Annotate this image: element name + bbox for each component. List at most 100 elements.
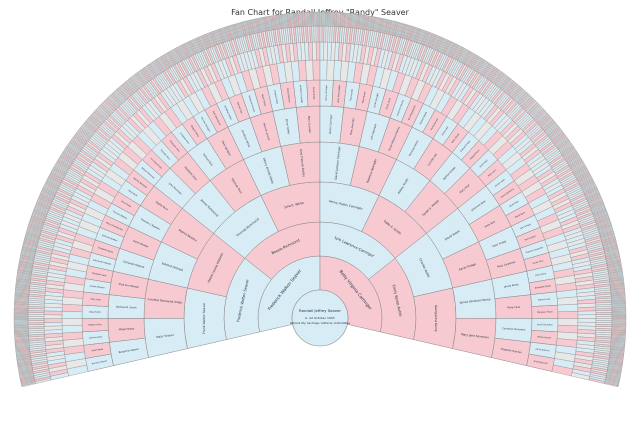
ancestor-segment[interactable] (577, 314, 597, 319)
ancestor-segment[interactable] (326, 59, 335, 81)
ancestor-segment-shape[interactable] (27, 320, 45, 323)
ancestor-segment[interactable]: Frederick Walton Seaver (223, 257, 272, 340)
ancestor-segment[interactable] (317, 25, 321, 43)
ancestor-segment-shape[interactable] (143, 318, 188, 358)
ancestor-segment-shape[interactable] (43, 318, 63, 323)
ancestor-segment-shape[interactable] (312, 41, 317, 61)
ancestor-segment[interactable] (61, 303, 83, 313)
ancestor-segment[interactable]: Mary Jane Sovereen (452, 318, 497, 358)
ancestor-segment[interactable] (323, 41, 328, 61)
ancestor-segment[interactable] (27, 318, 45, 321)
ancestor-segment[interactable] (595, 316, 613, 319)
ancestor-segment[interactable] (557, 318, 579, 326)
ancestor-segment[interactable]: Sarah Smith (306, 79, 321, 107)
ancestor-segment[interactable]: Elizabeth Vaux (169, 152, 211, 195)
ancestor-segment[interactable] (595, 314, 613, 317)
ancestor-segment[interactable]: Betty Virginia Carringer (319, 255, 383, 333)
ancestor-segment[interactable]: Isaac Seaver (143, 318, 188, 358)
ancestor-segment[interactable] (315, 41, 321, 61)
ancestor-segment[interactable]: Robert Cave (530, 291, 558, 307)
ancestor-segment-shape[interactable] (326, 59, 335, 81)
ancestor-segment-shape[interactable] (557, 311, 579, 319)
ancestor-segment[interactable] (27, 320, 45, 323)
ancestor-segment[interactable]: Jesse Smith (81, 304, 109, 319)
ancestor-segment[interactable] (61, 311, 83, 319)
ancestor-segment[interactable]: Jonathan Crandall (293, 80, 309, 108)
ancestor-segment-shape[interactable] (557, 296, 578, 306)
ancestor-segment[interactable] (43, 314, 63, 319)
ancestor-segment[interactable] (557, 325, 579, 334)
ancestor-segment[interactable] (305, 59, 314, 81)
ancestor-segment[interactable] (43, 310, 63, 316)
ancestor-segment-shape[interactable] (319, 25, 323, 43)
ancestor-segment-shape[interactable] (61, 311, 83, 319)
ancestor-segment-shape[interactable] (61, 318, 83, 326)
ancestor-segment[interactable] (577, 306, 597, 312)
ancestor-segment-shape[interactable] (315, 41, 321, 61)
ancestor-segment-shape[interactable] (557, 325, 579, 334)
ancestor-segment[interactable] (43, 325, 63, 331)
ancestor-segment[interactable] (319, 59, 328, 81)
ancestor-segment[interactable]: Abigail Gates (107, 318, 146, 343)
ancestor-segment[interactable]: Georgianna Kemp (413, 287, 457, 349)
ancestor-segment-shape[interactable] (27, 318, 45, 321)
ancestor-segment[interactable] (595, 318, 613, 321)
ancestor-segment-shape[interactable] (595, 314, 613, 317)
ancestor-name: Jacob Sovereen (536, 323, 553, 327)
ancestor-segment-shape[interactable] (61, 303, 83, 313)
ancestor-segment[interactable]: Elizabeth Dutcher (491, 337, 531, 366)
ancestor-segment-shape[interactable] (312, 59, 321, 81)
ancestor-segment[interactable]: Jacob Sovereen (531, 318, 559, 333)
ancestor-segment[interactable]: Frank Walton Seaver (183, 287, 227, 349)
ancestor-segment-shape[interactable] (315, 25, 319, 43)
ancestor-segment[interactable] (43, 322, 63, 327)
ancestor-segment-shape[interactable] (61, 325, 83, 334)
ancestor-segment[interactable] (557, 303, 579, 313)
ancestor-segment[interactable] (557, 296, 578, 306)
ancestor-segment-shape[interactable] (27, 316, 45, 319)
ancestor-segment[interactable] (61, 325, 83, 334)
ancestor-segment-shape[interactable] (317, 25, 321, 43)
ancestor-segment-shape[interactable] (577, 318, 597, 323)
ancestor-segment-shape[interactable] (43, 310, 63, 316)
ancestor-segment-shape[interactable] (577, 310, 597, 316)
ancestor-segment[interactable] (312, 41, 317, 61)
ancestor-segment[interactable] (61, 318, 83, 326)
ancestor-segment-shape[interactable] (305, 59, 314, 81)
ancestor-segment-shape[interactable] (557, 303, 579, 313)
ancestor-segment-shape[interactable] (452, 318, 497, 358)
ancestor-segment[interactable] (557, 311, 579, 319)
ancestor-segment[interactable] (315, 25, 319, 43)
ancestor-segment-shape[interactable] (323, 41, 328, 61)
ancestor-segment-shape[interactable] (595, 316, 613, 319)
ancestor-segment-shape[interactable] (319, 41, 325, 61)
ancestor-segment-shape[interactable] (43, 314, 63, 319)
ancestor-segment[interactable]: Mary Crandall (295, 105, 321, 144)
ancestor-segment[interactable]: Margaret Thom (531, 304, 559, 319)
ancestor-segment[interactable] (308, 41, 313, 61)
ancestor-segment-shape[interactable] (298, 60, 307, 82)
ancestor-segment[interactable]: Mary Cave (494, 294, 533, 319)
ancestor-segment[interactable] (312, 59, 321, 81)
ancestor-segment[interactable]: Martha Whitehill (125, 169, 155, 196)
ancestor-segment[interactable]: Henry Carringer (319, 79, 334, 107)
ancestor-segment[interactable] (577, 318, 597, 323)
ancestor-segment-shape[interactable] (43, 322, 63, 327)
ancestor-segment[interactable] (319, 25, 323, 43)
ancestor-segment-shape[interactable] (557, 318, 579, 326)
ancestor-segment-shape[interactable] (577, 314, 597, 319)
ancestor-segment-shape[interactable] (308, 41, 313, 61)
ancestor-segment[interactable]: Sophia Newton (160, 208, 214, 260)
ancestor-segment-shape[interactable] (319, 59, 328, 81)
ancestor-segment[interactable]: Benjamin Seaver (109, 337, 149, 366)
ancestor-segment-shape[interactable] (595, 318, 613, 321)
ancestor-segment[interactable] (319, 41, 325, 61)
ancestor-segment[interactable] (27, 316, 45, 319)
ancestor-segment[interactable]: Rebecca Rice (81, 318, 109, 333)
ancestor-segment-shape[interactable] (577, 306, 597, 312)
ancestor-segment[interactable] (298, 60, 307, 82)
ancestor-segment-shape[interactable] (43, 325, 63, 331)
ancestor-name: Jonathan Rich (179, 131, 191, 145)
ancestor-segment[interactable] (577, 310, 597, 316)
ancestor-segment[interactable] (43, 318, 63, 323)
